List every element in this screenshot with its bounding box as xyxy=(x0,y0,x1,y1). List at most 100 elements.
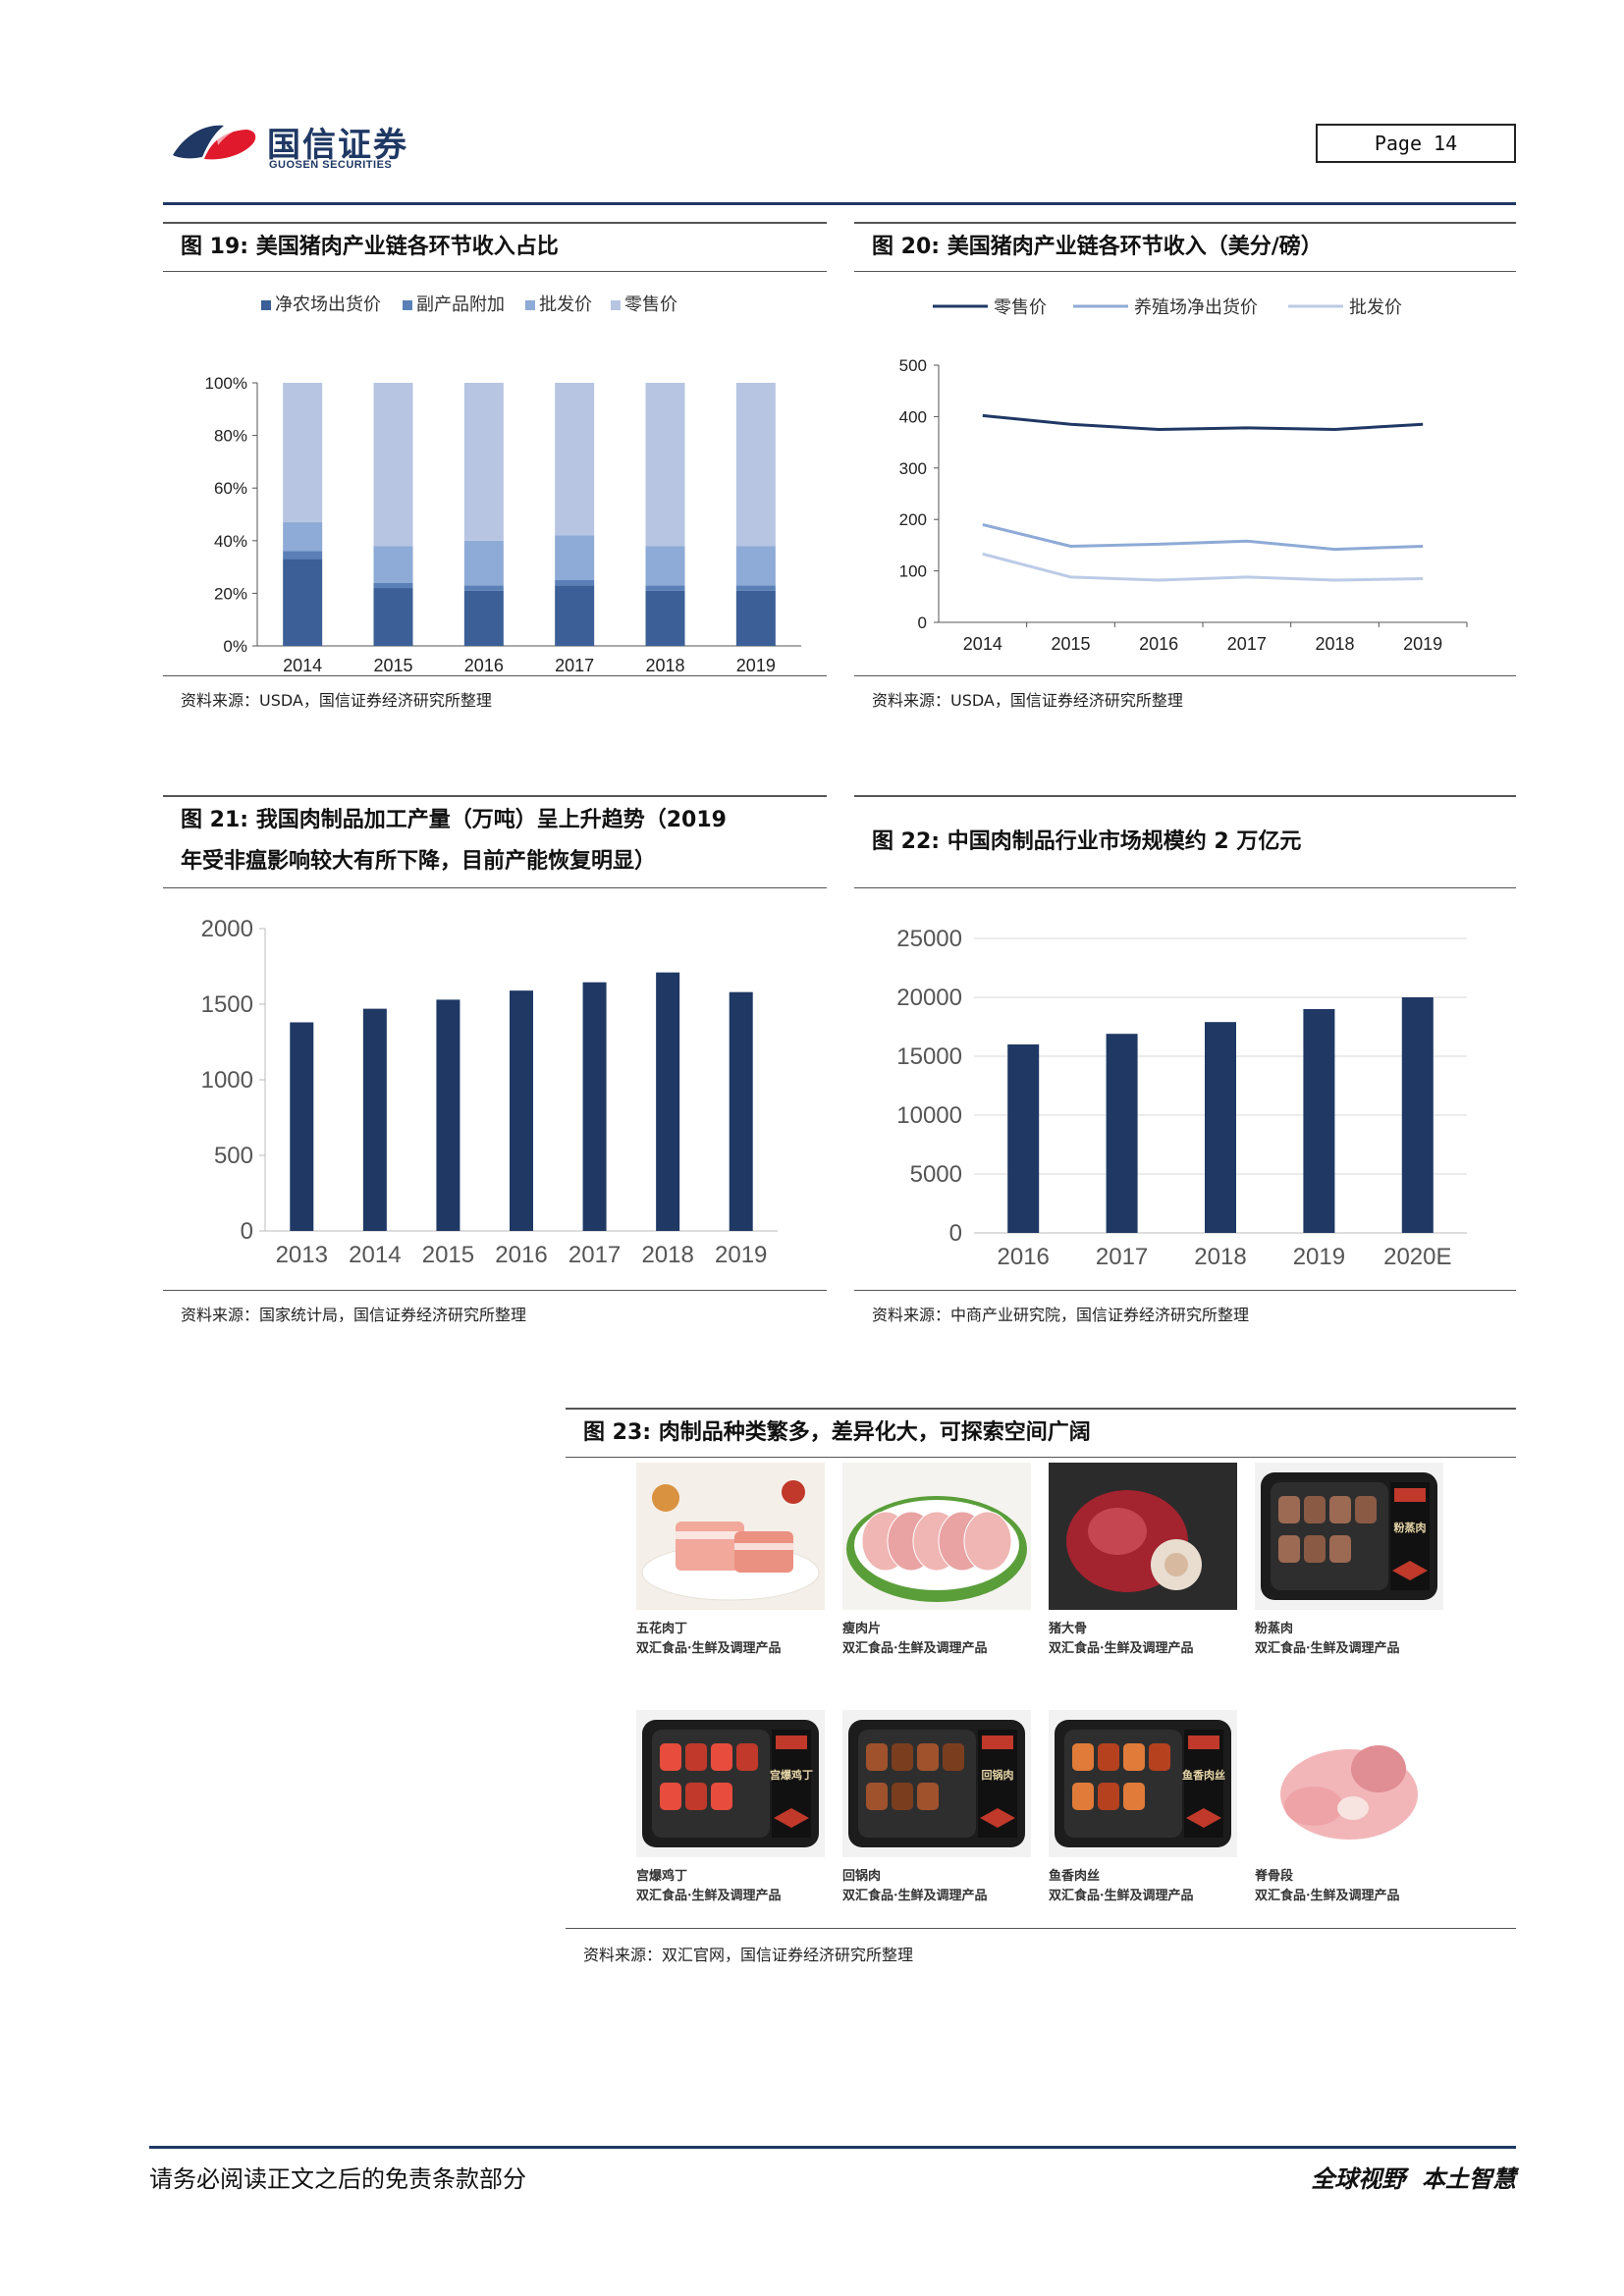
fig19-bar-segment xyxy=(735,383,776,547)
fig20-legend-label-0: 零售价 xyxy=(994,297,1047,317)
fig20-source: 资料来源：USDA，国信证券经济研究所整理 xyxy=(872,691,1183,710)
fig19-bar-segment xyxy=(645,590,685,646)
figure-22: 图 22: 中国肉制品行业市场规模约 2 万亿元 0 5000 10000 15000… xyxy=(854,795,1516,1325)
fig19-bar-segment xyxy=(283,559,323,646)
product-name: 瘦肉片 xyxy=(842,1622,882,1636)
fig21-xtick-label: 2013 xyxy=(276,1242,328,1268)
fig20-series-line-1 xyxy=(982,522,1424,552)
figure-19: 图 19: 美国猪肉产业链各环节收入占比 净农场出货价 副产品附加 批发价 零售价 0%… xyxy=(163,222,827,722)
fig19-legend-swatch-0 xyxy=(261,300,271,310)
fig20-bottom-rule xyxy=(854,675,1516,676)
product-subtitle: 双汇食品·生鲜及调理产品 xyxy=(1049,1889,1194,1903)
product-name: 宫爆鸡丁 xyxy=(636,1869,688,1884)
product-subtitle: 双汇食品·生鲜及调理产品 xyxy=(636,1641,782,1656)
figure-23: 图 23: 肉制品种类繁多，差异化大，可探索空间广阔 五花肉丁 双汇食品·生鲜及调… xyxy=(566,1408,1516,1977)
fig21-bottom-rule xyxy=(163,1290,827,1291)
product-photo-icon xyxy=(1049,1463,1237,1610)
fig19-bar-segment xyxy=(463,540,504,586)
fig19-title-rule xyxy=(163,271,827,272)
fig22-bar xyxy=(1106,1034,1138,1233)
fig21-bar xyxy=(362,1008,387,1231)
product-photo-icon xyxy=(1255,1710,1443,1857)
fig21-bar xyxy=(436,999,460,1231)
fig20-ytick-label: 100 xyxy=(899,562,927,581)
fig22-title-rule xyxy=(854,887,1516,888)
svg-text:鱼香肉丝: 鱼香肉丝 xyxy=(1182,1768,1225,1782)
fig20-xtick-label: 2019 xyxy=(1403,634,1442,654)
fig21-ytick-label: 500 xyxy=(214,1143,253,1169)
product-name: 五花肉丁 xyxy=(636,1622,688,1636)
fig19-title: 图 19: 美国猪肉产业链各环节收入占比 xyxy=(181,235,559,259)
fig22-ytick-label: 0 xyxy=(949,1220,962,1247)
fig21-title-line2: 年受非瘟影响较大有所下降，目前产能恢复明显） xyxy=(181,849,657,874)
fig22-xtick-label: 2020E xyxy=(1383,1244,1451,1270)
product-grid: 五花肉丁 双汇食品·生鲜及调理产品 瘦肉片 双汇食品·生鲜及调理产品 猪大骨 双汇食品·生… xyxy=(566,1463,1516,1924)
fig19-bar-segment xyxy=(283,383,323,523)
figure-20: 图 20: 美国猪肉产业链各环节收入（美分/磅） 零售价 养殖场净出货价 批发价 0 1… xyxy=(854,222,1516,722)
fig22-top-rule xyxy=(854,795,1516,797)
fig19-xtick-label: 2017 xyxy=(555,656,594,673)
fig22-ytick-label: 10000 xyxy=(896,1102,962,1129)
fig19-legend-label-0: 净农场出货价 xyxy=(275,294,381,314)
fig20-ytick-label: 300 xyxy=(899,459,927,478)
fig21-ytick-label: 1500 xyxy=(201,991,253,1018)
product-item: 粉蒸肉 粉蒸肉 双汇食品·生鲜及调理产品 xyxy=(1253,1463,1445,1698)
fig21-xtick-label: 2018 xyxy=(641,1242,693,1268)
fig20-title-rule xyxy=(854,271,1516,272)
fig20-series-line-0 xyxy=(982,413,1424,432)
fig21-bar xyxy=(510,990,533,1231)
footer-slogan: 全球视野 本土智慧 xyxy=(1311,2164,1516,2193)
fig19-bar-segment xyxy=(555,383,595,536)
svg-text:粉蒸肉: 粉蒸肉 xyxy=(1394,1521,1427,1534)
product-subtitle: 双汇食品·生鲜及调理产品 xyxy=(1255,1641,1400,1656)
fig19-xtick-label: 2014 xyxy=(283,656,322,673)
product-item: 回锅肉 回锅肉 双汇食品·生鲜及调理产品 xyxy=(840,1710,1033,1946)
fig20-legend-label-1: 养殖场净出货价 xyxy=(1134,296,1258,317)
fig23-title-rule xyxy=(566,1457,1516,1458)
fig19-bar-segment xyxy=(645,383,685,547)
fig19-legend-label-3: 零售价 xyxy=(624,294,677,314)
product-subtitle: 双汇食品·生鲜及调理产品 xyxy=(842,1641,988,1656)
product-photo-icon: 鱼香肉丝 xyxy=(1049,1710,1237,1857)
product-name: 鱼香肉丝 xyxy=(1049,1869,1101,1884)
fig19-ytick-label: 40% xyxy=(214,532,247,551)
fig19-bar-segment xyxy=(373,546,413,583)
fig22-title: 图 22: 中国肉制品行业市场规模约 2 万亿元 xyxy=(872,829,1302,854)
fig22-xtick-label: 2018 xyxy=(1194,1244,1246,1270)
product-subtitle: 双汇食品·生鲜及调理产品 xyxy=(842,1889,988,1903)
fig22-xtick-label: 2016 xyxy=(998,1244,1050,1270)
fig22-ytick-label: 15000 xyxy=(896,1043,962,1070)
fig19-legend-swatch-3 xyxy=(611,300,621,310)
product-name: 回锅肉 xyxy=(842,1869,882,1884)
fig19-bar-segment xyxy=(283,522,323,552)
fig22-source: 资料来源：中商产业研究院，国信证券经济研究所整理 xyxy=(872,1306,1250,1324)
fig19-ytick-label: 80% xyxy=(214,427,247,446)
product-photo-icon: 回锅肉 xyxy=(842,1710,1031,1857)
fig19-source: 资料来源：USDA，国信证券经济研究所整理 xyxy=(181,691,492,710)
fig19-ytick-label: 60% xyxy=(214,479,247,498)
fig19-xtick-label: 2015 xyxy=(373,656,412,673)
fig20-series-line-2 xyxy=(982,552,1424,582)
fig19-bar-segment xyxy=(463,585,504,591)
fig19-ytick-label: 0% xyxy=(223,637,247,656)
fig21-source: 资料来源：国家统计局，国信证券经济研究所整理 xyxy=(181,1306,527,1324)
fig19-bar-segment xyxy=(735,585,776,591)
product-subtitle: 双汇食品·生鲜及调理产品 xyxy=(636,1889,782,1903)
fig21-xtick-label: 2017 xyxy=(568,1242,621,1268)
fig21-xtick-label: 2016 xyxy=(495,1242,547,1268)
fig23-top-rule xyxy=(566,1408,1516,1410)
fig22-bar xyxy=(1303,1009,1335,1233)
product-name: 脊骨段 xyxy=(1255,1869,1294,1884)
fig22-ytick-label: 5000 xyxy=(910,1161,962,1188)
fig19-bottom-rule xyxy=(163,675,827,676)
fig22-ytick-label: 20000 xyxy=(896,985,962,1011)
fig20-ytick-label: 400 xyxy=(899,407,927,426)
svg-text:回锅肉: 回锅肉 xyxy=(982,1768,1014,1782)
fig21-ytick-label: 1000 xyxy=(201,1067,253,1094)
fig21-xtick-label: 2014 xyxy=(349,1242,401,1268)
fig20-xtick-label: 2017 xyxy=(1227,634,1267,654)
fig19-bar-segment xyxy=(645,546,685,586)
fig22-bar xyxy=(1007,1044,1040,1233)
fig19-ytick-label: 100% xyxy=(205,374,247,393)
fig20-ytick-label: 500 xyxy=(899,356,927,375)
